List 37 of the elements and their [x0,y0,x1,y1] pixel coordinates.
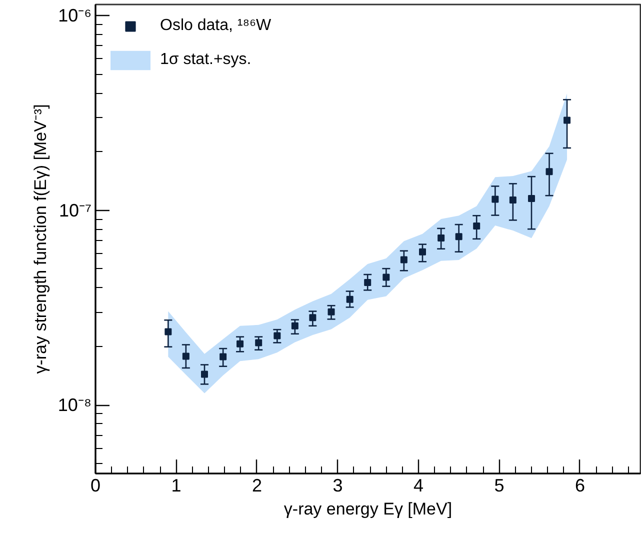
x-tick-label: 5 [494,476,504,496]
legend-label: Oslo data, ¹⁸⁶W [160,17,272,35]
point [419,248,426,256]
point [309,314,316,322]
point [236,340,244,348]
point [400,256,408,264]
x-tick-label: 0 [90,476,101,496]
point [291,322,298,330]
point [492,196,499,203]
x-tick-label: 4 [413,476,424,496]
point [364,278,372,286]
point [528,194,535,202]
y-tick-label: 10⁻⁷ [58,200,92,220]
point [328,308,335,316]
point [201,370,208,378]
y-tick-label: 10⁻⁸ [58,395,92,416]
point [473,222,480,230]
point [438,234,445,242]
x-axis-title: γ-ray energy Eγ [MeV] [284,500,452,518]
x-tick-label: 1 [171,476,182,496]
point [182,352,190,360]
point [455,233,462,240]
legend-label: 1σ stat.+sys. [160,51,252,69]
point [382,274,390,281]
point [255,339,262,346]
point [346,296,354,303]
x-tick-label: 2 [252,476,262,496]
point [164,328,172,336]
y-tick-label: 10⁻⁶ [58,6,92,26]
point [546,168,553,176]
point [220,353,227,360]
point [274,332,281,340]
x-tick-label: 3 [332,476,343,496]
point [509,196,516,204]
x-tick-label: 6 [574,476,585,496]
point [564,116,571,124]
y-axis-title: γ-ray strength function f(Eγ) [MeV⁻³] [30,104,50,374]
